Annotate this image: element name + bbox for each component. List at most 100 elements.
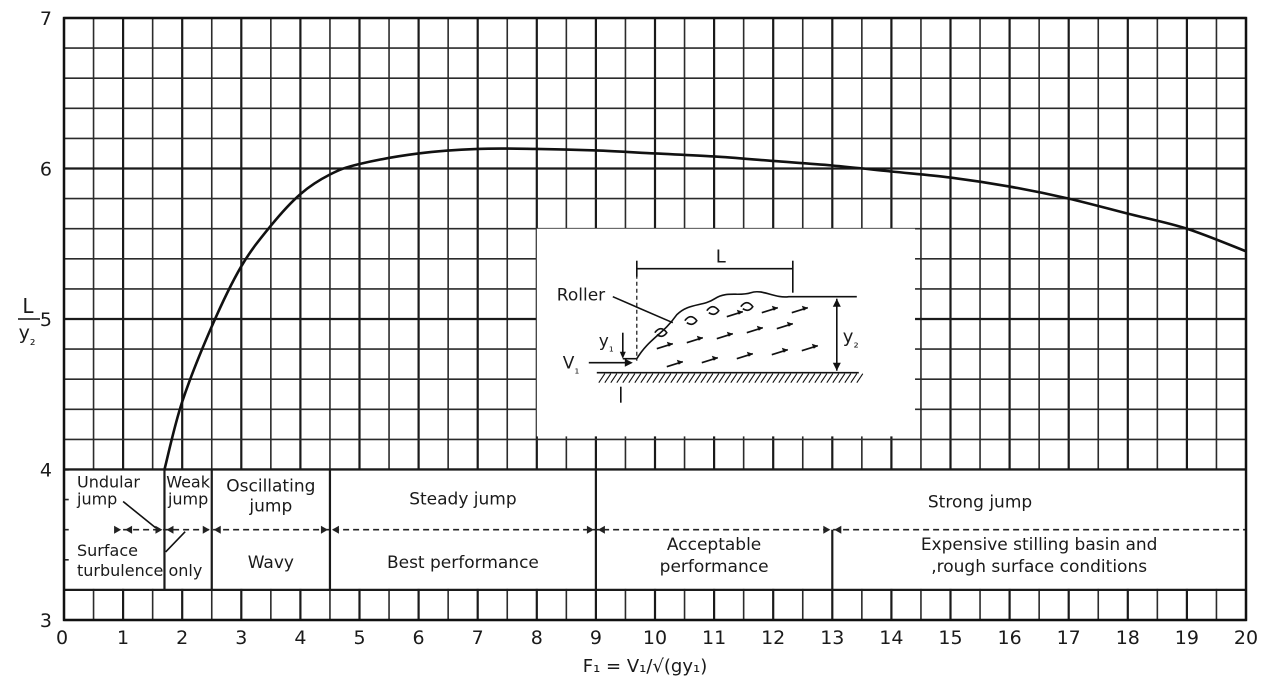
region-label-oscillating: Oscillating [226, 477, 315, 497]
inset-background [536, 228, 916, 437]
bed-hatch-mark [706, 373, 714, 384]
bed-hatch-mark [718, 373, 726, 384]
x-tick-label: 0 [56, 627, 68, 649]
bed-hatch-mark [844, 373, 852, 384]
bed-hatch-mark [724, 373, 732, 384]
label-L: L [716, 247, 726, 268]
region-label-undular: Undular [77, 473, 140, 492]
region-arrow-left [202, 525, 210, 534]
bed-hatch-mark [682, 373, 690, 384]
roller-surface [636, 291, 857, 360]
roller-eddy [684, 315, 698, 326]
bed-hatch-mark [856, 373, 864, 384]
x-tick-label: 15 [938, 627, 962, 649]
x-tick-label: 16 [998, 627, 1022, 649]
flow-arrow-head [756, 325, 763, 331]
flow-arrow-head [746, 351, 753, 357]
x-axis-label: F₁ = V₁/√(gy₁) [583, 656, 708, 677]
bed-hatch-mark [778, 373, 786, 384]
plot-frame [62, 16, 1248, 622]
y2-arrow-head [832, 298, 841, 307]
bed-hatch-mark [646, 373, 654, 384]
region-arrow-left [586, 525, 594, 534]
bed-hatch-mark [640, 373, 648, 384]
label-roller: Roller [557, 286, 605, 306]
x-tick-label: 5 [353, 627, 365, 649]
region-arrow-right [166, 525, 174, 534]
bed-hatch-mark [790, 373, 798, 384]
region-note-turbulence: turbulence only [77, 561, 202, 580]
x-tick-label: 18 [1116, 627, 1140, 649]
bed-hatch-mark [622, 373, 630, 384]
x-tick-label: 20 [1234, 627, 1258, 649]
bed-hatch-mark [784, 373, 792, 384]
bed-hatch-mark [598, 373, 606, 384]
x-tick-label: 1 [117, 627, 129, 649]
turbulence-leader-line [165, 531, 186, 553]
y-axis-label-denominator: y₂ [19, 322, 36, 349]
region-note-wavy: Wavy [248, 553, 294, 573]
bed-hatch-mark [616, 373, 624, 384]
x-tick-label: 3 [235, 627, 247, 649]
bed-hatch-mark [628, 373, 636, 384]
region-note-expensive: Expensive stilling basin and [921, 535, 1158, 555]
bed-hatch-mark [694, 373, 702, 384]
bed-hatch-mark [832, 373, 840, 384]
bed-hatch-mark [838, 373, 846, 384]
v1-arrow-head [624, 358, 633, 367]
region-arrow-right [331, 525, 339, 534]
bed-hatch-mark [610, 373, 618, 384]
y-tick-label: 6 [40, 159, 52, 181]
x-tick-label: 19 [1175, 627, 1199, 649]
bed-hatch-mark [850, 373, 858, 384]
x-tick-label: 10 [643, 627, 667, 649]
y-tick-label: 5 [40, 309, 52, 331]
x-tick-label: 12 [761, 627, 785, 649]
flow-arrow-head [726, 331, 733, 337]
region-note-acceptable: Acceptable [667, 535, 761, 555]
bed-hatch-mark [760, 373, 768, 384]
region-label-undular: jump [76, 490, 117, 509]
bed-hatch-mark [826, 373, 834, 384]
flow-arrow-head [736, 309, 743, 315]
axis-labels: Ly₂ F₁ = V₁/√(gy₁) [18, 294, 707, 677]
y-tick-label: 7 [40, 8, 52, 30]
x-tick-label: 14 [879, 627, 903, 649]
label-y1: y₁ [599, 332, 614, 355]
bed-hatch-mark [814, 373, 822, 384]
label-y2: y₂ [843, 327, 859, 352]
bed-hatch-mark [670, 373, 678, 384]
label-v1: V₁ [563, 354, 580, 377]
bed-hatch-mark [802, 373, 810, 384]
axes-frame [62, 16, 1248, 622]
region-note-rough: ,rough surface conditions [931, 557, 1147, 577]
x-tick-label: 11 [702, 627, 726, 649]
x-tick-label: 7 [472, 627, 484, 649]
bed-hatch-mark [736, 373, 744, 384]
x-tick-label: 13 [820, 627, 844, 649]
bed-hatch-mark [742, 373, 750, 384]
region-arrow-left [114, 525, 122, 534]
region-label-weak: Weak [166, 473, 211, 492]
roller-eddy [654, 327, 668, 338]
region-label-steady: Steady jump [409, 490, 516, 510]
bed-hatch-mark [688, 373, 696, 384]
roller-leader-line [612, 295, 674, 324]
x-tick-label: 17 [1057, 627, 1081, 649]
flow-arrow-head [676, 359, 683, 365]
flow-arrow-head [811, 343, 818, 349]
region-note-performance: performance [660, 557, 769, 577]
region-label-weak: jump [167, 490, 208, 509]
flow-arrow-head [786, 321, 793, 327]
bed-hatch-mark [766, 373, 774, 384]
bed-hatch-mark [652, 373, 660, 384]
flow-arrow-head [711, 355, 718, 361]
bed-hatch-mark [754, 373, 762, 384]
roller-eddy [740, 301, 754, 312]
bed-hatch-mark [634, 373, 642, 384]
series-line [163, 147, 1247, 470]
bed-hatch-mark [658, 373, 666, 384]
